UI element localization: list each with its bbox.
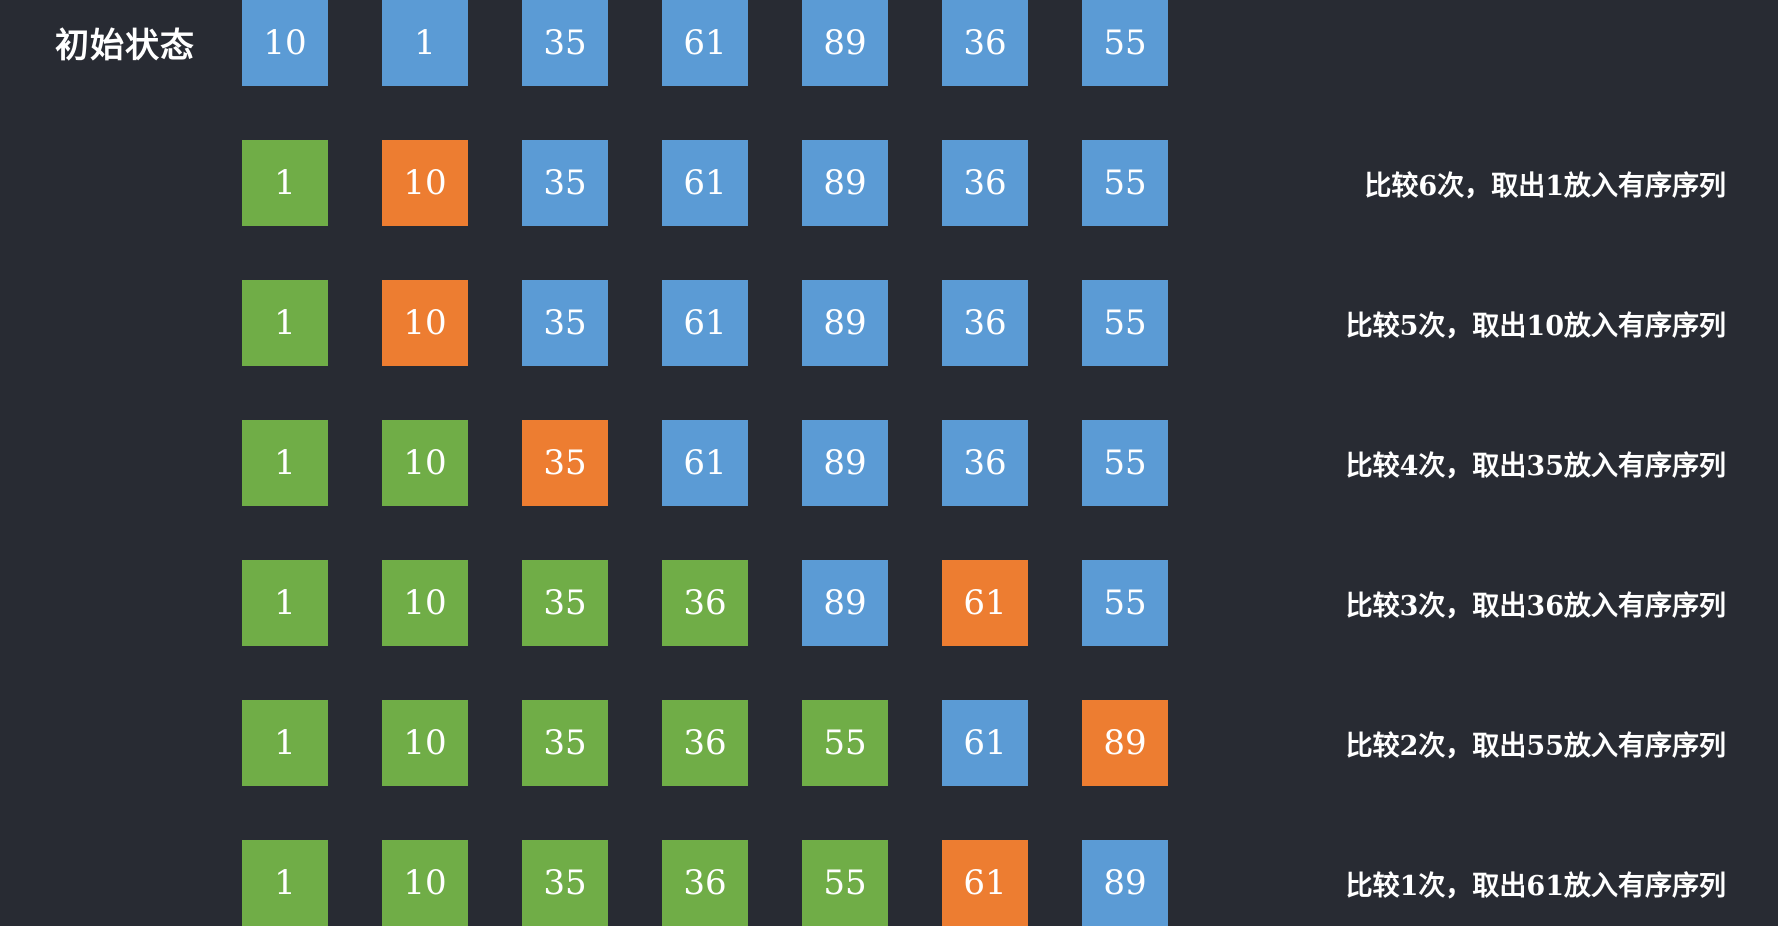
sort-cell-sorted: 1 <box>242 140 328 226</box>
sort-cell-sorted: 55 <box>802 840 888 926</box>
sort-cell-sorted: 35 <box>522 840 608 926</box>
step-note: 比较6次，取出1放入有序序列 <box>1364 171 1726 202</box>
sort-cell-sorted: 10 <box>382 420 468 506</box>
sort-cell-sorted: 10 <box>382 840 468 926</box>
sort-cell-selected: 89 <box>1082 700 1168 786</box>
sort-cell-unsorted: 55 <box>1082 560 1168 646</box>
step-note: 比较5次，取出10放入有序序列 <box>1345 311 1726 342</box>
sort-cell-unsorted: 55 <box>1082 0 1168 86</box>
sort-cell-unsorted: 36 <box>942 140 1028 226</box>
sort-cell-unsorted: 61 <box>662 420 748 506</box>
sort-cell-selected: 35 <box>522 420 608 506</box>
sort-cell-unsorted: 10 <box>242 0 328 86</box>
sort-cell-unsorted: 55 <box>1082 420 1168 506</box>
sort-cell-unsorted: 89 <box>802 560 888 646</box>
step-note: 比较1次，取出61放入有序序列 <box>1345 871 1726 902</box>
sort-cell-unsorted: 35 <box>522 0 608 86</box>
step-note: 比较3次，取出36放入有序序列 <box>1345 591 1726 622</box>
sort-cell-unsorted: 89 <box>802 280 888 366</box>
sort-cell-sorted: 55 <box>802 700 888 786</box>
sort-cell-sorted: 1 <box>242 560 328 646</box>
sort-cell-unsorted: 89 <box>802 0 888 86</box>
step-note: 比较4次，取出35放入有序序列 <box>1345 451 1726 482</box>
sort-cell-unsorted: 1 <box>382 0 468 86</box>
sort-cell-sorted: 35 <box>522 700 608 786</box>
sort-cell-sorted: 36 <box>662 840 748 926</box>
sort-cell-unsorted: 55 <box>1082 140 1168 226</box>
sort-cell-unsorted: 61 <box>662 140 748 226</box>
sort-cell-sorted: 36 <box>662 700 748 786</box>
sort-cell-selected: 61 <box>942 840 1028 926</box>
sort-cell-unsorted: 35 <box>522 140 608 226</box>
sort-cell-selected: 61 <box>942 560 1028 646</box>
sort-cell-selected: 10 <box>382 140 468 226</box>
sort-cell-selected: 10 <box>382 280 468 366</box>
sort-cell-sorted: 36 <box>662 560 748 646</box>
sort-cell-unsorted: 61 <box>662 0 748 86</box>
sort-cell-unsorted: 61 <box>942 700 1028 786</box>
sort-cell-sorted: 10 <box>382 700 468 786</box>
sort-cell-unsorted: 36 <box>942 0 1028 86</box>
sort-cell-sorted: 1 <box>242 700 328 786</box>
sort-cell-sorted: 10 <box>382 560 468 646</box>
sort-cell-unsorted: 61 <box>662 280 748 366</box>
sort-cell-unsorted: 55 <box>1082 280 1168 366</box>
initial-state-label: 初始状态 <box>55 26 195 66</box>
step-note: 比较2次，取出55放入有序序列 <box>1345 731 1726 762</box>
sort-cell-unsorted: 36 <box>942 420 1028 506</box>
sort-cell-unsorted: 36 <box>942 280 1028 366</box>
sort-cell-unsorted: 89 <box>802 420 888 506</box>
sort-cell-unsorted: 35 <box>522 280 608 366</box>
sort-cell-unsorted: 89 <box>1082 840 1168 926</box>
sort-cell-unsorted: 89 <box>802 140 888 226</box>
sort-cell-sorted: 1 <box>242 280 328 366</box>
sort-cell-sorted: 35 <box>522 560 608 646</box>
sort-cell-sorted: 1 <box>242 840 328 926</box>
sort-cell-sorted: 1 <box>242 420 328 506</box>
